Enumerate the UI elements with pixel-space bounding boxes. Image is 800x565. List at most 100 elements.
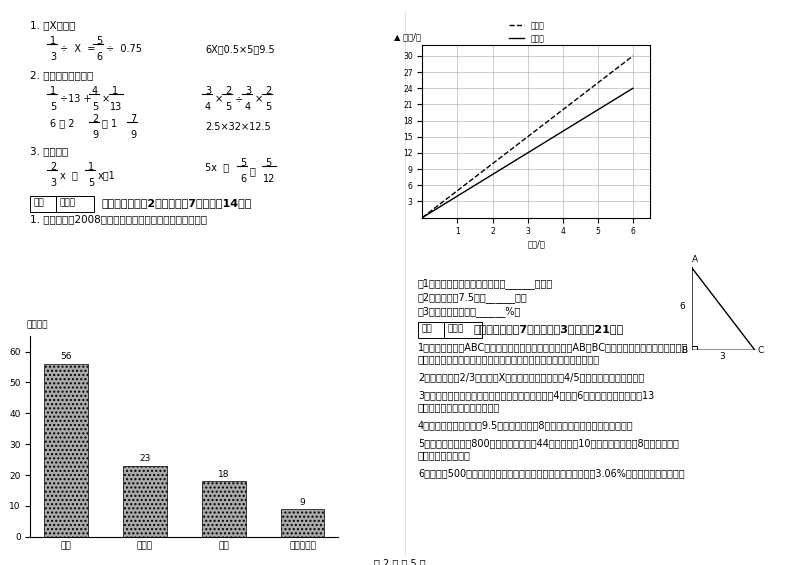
Text: 3: 3 [205, 86, 211, 96]
降价后 [628, 85, 638, 92]
Text: 2: 2 [92, 114, 98, 124]
Text: 2.5×32×12.5: 2.5×32×12.5 [205, 122, 270, 132]
Text: 1. 下面是申报2008年奥运会主办城市的得票情况统计图。: 1. 下面是申报2008年奥运会主办城市的得票情况统计图。 [30, 214, 207, 224]
Text: ÷: ÷ [235, 94, 243, 104]
Text: A: A [692, 255, 698, 264]
降价后 [558, 128, 567, 135]
Text: x  －: x － [60, 170, 78, 180]
Text: C: C [757, 346, 763, 355]
降价前 [523, 133, 533, 140]
Bar [281, 509, 324, 537]
降价前 [593, 80, 602, 86]
降价前 [453, 187, 462, 194]
Text: 12: 12 [263, 174, 275, 184]
Text: 五、综合题（共2小题，每题7分，共计14分）: 五、综合题（共2小题，每题7分，共计14分） [102, 198, 252, 208]
Text: 9: 9 [130, 130, 136, 140]
Text: ÷  X  =: ÷ X = [60, 44, 95, 54]
Bar [123, 466, 166, 537]
Text: 9: 9 [300, 498, 306, 506]
Text: 2: 2 [265, 86, 271, 96]
Text: 圈需要多少小时？（用比例解）: 圈需要多少小时？（用比例解） [418, 402, 500, 412]
Text: ×: × [255, 94, 263, 104]
Text: 3: 3 [50, 52, 56, 62]
Text: 4: 4 [205, 102, 211, 112]
Text: 5: 5 [240, 158, 246, 168]
Text: （1）四个申办城市的得票总数是______票。: （1）四个申办城市的得票总数是______票。 [30, 416, 159, 427]
Text: 3: 3 [719, 351, 725, 360]
降价前 [488, 160, 498, 167]
Text: 3. 解方程。: 3. 解方程。 [30, 146, 68, 156]
Text: 每天要生产多少台？: 每天要生产多少台？ [418, 450, 471, 460]
Text: x＝1: x＝1 [98, 170, 116, 180]
Text: ▲ 总价/元: ▲ 总价/元 [394, 33, 422, 42]
Text: 5、农机厂计划生产800台，平均每天生产44台，生产了10天，剩下的任务要8天完成，平均: 5、农机厂计划生产800台，平均每天生产44台，生产了10天，剩下的任务要8天完… [418, 438, 679, 448]
Bar [56, 196, 94, 212]
Text: 得分: 得分 [33, 198, 44, 207]
降价后 [593, 106, 602, 113]
降价后 [523, 150, 533, 157]
降价后 [488, 171, 498, 178]
Bar [44, 364, 88, 537]
Text: （2）北京得______票，占得票总数的______%。: （2）北京得______票，占得票总数的______%。 [30, 430, 186, 441]
Text: 2: 2 [225, 86, 231, 96]
Bar [30, 196, 56, 212]
Text: 2、一台碾米机2/3小时碾米X吨，相当于这批大米的4/5，这批大米共有多少吨？: 2、一台碾米机2/3小时碾米X吨，相当于这批大米的4/5，这批大米共有多少吨？ [418, 372, 644, 382]
Text: B: B [682, 346, 688, 355]
Text: 4、学校食堂五月份烧煤9.5吨，六月份烧煤8吨，两个月平均每月烧煤多少吨？: 4、学校食堂五月份烧煤9.5吨，六月份烧煤8吨，两个月平均每月烧煤多少吨？ [418, 420, 634, 430]
Text: 5: 5 [92, 102, 98, 112]
Text: ×: × [102, 94, 110, 104]
Text: 1: 1 [50, 36, 56, 46]
Text: 3、我国发射的嫦娥一号探月卫星，在空中绕地球飞4圈需要6小时，照这样计算运行13: 3、我国发射的嫦娥一号探月卫星，在空中绕地球飞4圈需要6小时，照这样计算运行13 [418, 390, 654, 400]
Text: 得分: 得分 [421, 324, 432, 333]
Text: 1: 1 [88, 162, 94, 172]
降价前 [418, 214, 427, 221]
Text: 5x  －: 5x － [205, 162, 229, 172]
Text: 5: 5 [265, 158, 271, 168]
Text: 5: 5 [50, 102, 56, 112]
Text: 13: 13 [110, 102, 122, 112]
降价后 [453, 193, 462, 199]
Legend: 降价前, 降价后: 降价前, 降价后 [506, 18, 547, 46]
Text: 5: 5 [96, 36, 102, 46]
Text: ＝: ＝ [250, 166, 256, 176]
降价前 [628, 53, 638, 59]
Text: 2: 2 [50, 162, 56, 172]
Text: 2. 能简算的要简算。: 2. 能简算的要简算。 [30, 70, 94, 80]
Text: 9: 9 [92, 130, 98, 140]
Text: 同的圆锥。沿着哪条边旋转得到的圆锥体积比较大？是多少立方分米？: 同的圆锥。沿着哪条边旋转得到的圆锥体积比较大？是多少立方分米？ [418, 354, 600, 364]
Text: （3）这种彩带降价了______%。: （3）这种彩带降价了______%。 [418, 306, 522, 317]
Text: ÷  0.75: ÷ 0.75 [106, 44, 142, 54]
Text: 1: 1 [50, 86, 56, 96]
Text: 3: 3 [245, 86, 251, 96]
Text: 评卷人: 评卷人 [60, 198, 76, 207]
Text: （1）降价前后，长度与总货都成______比例。: （1）降价前后，长度与总货都成______比例。 [418, 278, 554, 289]
Text: 六、应用题（共7小题，每题3分，共计21分）: 六、应用题（共7小题，每题3分，共计21分） [473, 324, 623, 334]
Line: 降价前: 降价前 [422, 56, 633, 218]
Text: 5: 5 [225, 102, 231, 112]
Text: 3: 3 [50, 178, 56, 188]
Text: 1. 求X的值。: 1. 求X的值。 [30, 20, 75, 30]
Text: 1、把直角三角形ABC（如下图）（单位：分米）沿着边AB和BC分别旋转一周，可以得到两个不: 1、把直角三角形ABC（如下图）（单位：分米）沿着边AB和BC分别旋转一周，可以… [418, 342, 688, 352]
Text: 6 － 2: 6 － 2 [50, 118, 74, 128]
Text: 7: 7 [130, 114, 136, 124]
Text: 5: 5 [88, 178, 94, 188]
降价前 [558, 106, 567, 113]
Text: （2）降价前买7.5米需______元。: （2）降价前买7.5米需______元。 [418, 292, 528, 303]
Text: 评卷人: 评卷人 [448, 324, 464, 333]
Text: 5: 5 [265, 102, 271, 112]
Text: （3）投票结果一出来，报纸、电视都说：北京得票是数遥遥领先，为什么这样说？: （3）投票结果一出来，报纸、电视都说：北京得票是数遥遥领先，为什么这样说？ [30, 444, 248, 454]
Text: 23: 23 [139, 454, 150, 463]
Text: 6: 6 [96, 52, 102, 62]
Text: 6: 6 [240, 174, 246, 184]
Text: 4: 4 [92, 86, 98, 96]
Text: 4: 4 [245, 102, 251, 112]
Text: 单位：票: 单位：票 [26, 320, 48, 329]
Bar [202, 481, 246, 537]
Text: 6、兰兰将500元人民币存入银行（整存整取两年期），年利率按3.06%计算，两年后，她能实: 6、兰兰将500元人民币存入银行（整存整取两年期），年利率按3.06%计算，两年… [418, 468, 685, 478]
Text: ×: × [215, 94, 223, 104]
Text: 6: 6 [679, 302, 685, 311]
Text: ÷13 +: ÷13 + [60, 94, 91, 104]
Text: 56: 56 [60, 353, 72, 362]
Line: 降价后: 降价后 [422, 88, 633, 218]
Text: ＋ 1: ＋ 1 [102, 118, 117, 128]
